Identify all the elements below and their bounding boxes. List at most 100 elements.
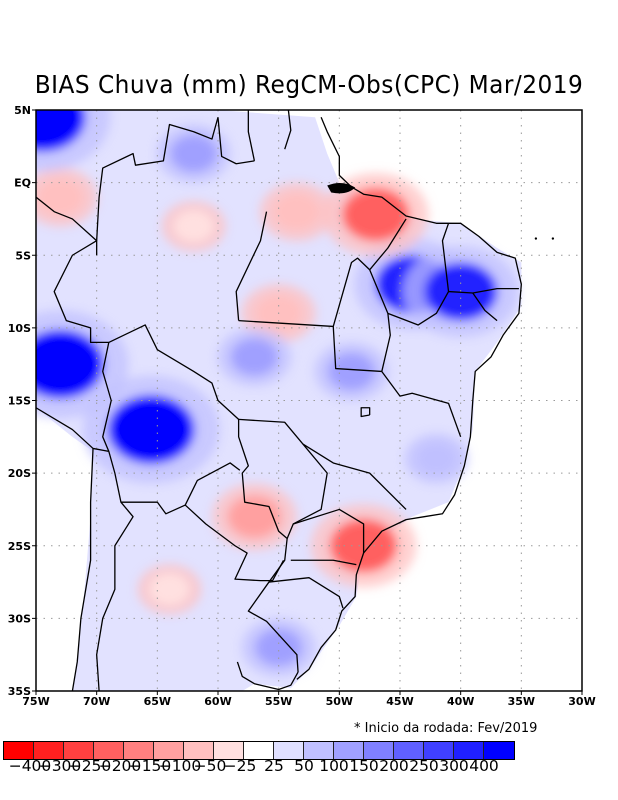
colorbar-segment	[124, 742, 154, 759]
colorbar-label: −100	[158, 757, 202, 775]
bias-blob	[108, 395, 195, 464]
lon-tick-label: 30W	[568, 695, 595, 708]
border-line	[53, 117, 299, 673]
border-line	[247, 110, 256, 161]
border-line	[102, 342, 112, 452]
lon-tick-label: 50W	[326, 695, 353, 708]
colorbar-label: −400	[8, 757, 52, 775]
colorbar-label: −200	[98, 757, 142, 775]
lon-tick-label: 35W	[508, 695, 535, 708]
colorbar-label: 400	[469, 757, 499, 775]
colorbar-segment	[154, 742, 184, 759]
border-line	[235, 211, 268, 321]
chart-title: BIAS Chuva (mm) RegCM-Obs(CPC) Mar/2019	[34, 70, 584, 99]
border-line	[448, 288, 519, 294]
border-line	[236, 661, 299, 691]
bias-blob	[149, 573, 190, 606]
lon-tick-label: 40W	[447, 695, 474, 708]
island-dot	[534, 237, 538, 240]
lon-tick-label: 75W	[22, 695, 49, 708]
lat-tick-label: 35S	[8, 685, 31, 698]
colorbar-label: 150	[349, 757, 379, 775]
lat-tick-label: 30S	[8, 612, 31, 625]
bias-blob	[36, 178, 84, 216]
lat-tick-label: 5N	[14, 104, 31, 117]
country-borders	[36, 110, 555, 691]
colorbar-segment	[34, 742, 64, 759]
colorbar-segment	[4, 742, 34, 759]
island-dot	[551, 237, 555, 240]
bias-blob	[170, 135, 218, 173]
bias-blob	[231, 338, 278, 376]
bias-field	[36, 110, 522, 691]
colorbar-label: 250	[409, 757, 439, 775]
border-line	[238, 319, 334, 328]
colorbar-segment	[394, 742, 424, 759]
bias-blob	[36, 329, 104, 399]
border-line	[184, 504, 285, 582]
bias-blob	[342, 188, 410, 241]
colorbar-segment	[364, 742, 394, 759]
border-line	[332, 326, 382, 373]
lat-tick-label: 5S	[15, 249, 31, 262]
colorbar-segment	[424, 742, 454, 759]
gridlines	[36, 110, 582, 691]
border-line	[302, 443, 407, 510]
marajo-island	[327, 182, 356, 194]
border-line	[36, 196, 98, 256]
colorbar-segment	[274, 742, 304, 759]
bias-blob	[424, 262, 498, 321]
axis-ticks: 75W 70W 65W 60W 55W 50W 45W 40W 35W 30W 5N EQ 5S 10S 1…	[8, 104, 596, 708]
lon-tick-label: 70W	[83, 695, 110, 708]
colorbar-label: −25	[223, 757, 257, 775]
colorbar-label: −50	[193, 757, 227, 775]
colorbar-label: 25	[264, 757, 284, 775]
run-start-note: * Inicio da rodada: Fev/2019	[354, 721, 538, 736]
pacific-ocean	[36, 407, 94, 691]
colorbar-segment	[64, 742, 94, 759]
border-line	[290, 559, 357, 566]
colorbar-label: −150	[128, 757, 172, 775]
colorbar-labels: −400 −300 −250 −200 −150 −100 −50 −25 25 50 100 150…	[0, 757, 618, 779]
colorbar-label: 300	[439, 757, 469, 775]
border-line	[369, 218, 407, 271]
bias-blob	[416, 442, 457, 475]
border-line	[217, 117, 255, 165]
lat-tick-label: EQ	[14, 177, 31, 190]
colorbar-segment	[244, 742, 274, 759]
lon-tick-label: 45W	[386, 695, 413, 708]
lat-tick-label: 15S	[8, 395, 31, 408]
colorbar-segment	[334, 742, 364, 759]
lat-tick-label: 20S	[8, 467, 31, 480]
border-line	[36, 407, 134, 691]
border-line	[381, 371, 462, 438]
colorbar-segment	[304, 742, 334, 759]
bias-blob	[273, 193, 321, 231]
lon-tick-label: 65W	[144, 695, 171, 708]
lat-tick-label: 10S	[8, 322, 31, 335]
border-line	[360, 407, 371, 418]
colorbar	[3, 741, 515, 760]
border-line	[387, 223, 450, 326]
colorbar-segment	[94, 742, 124, 759]
colorbar-label: 100	[319, 757, 349, 775]
bias-blob	[36, 110, 86, 152]
border-line	[284, 110, 292, 150]
colorbar-label: 200	[379, 757, 409, 775]
border-line	[268, 577, 344, 609]
lon-tick-label: 55W	[265, 695, 292, 708]
border-line	[71, 448, 94, 691]
border-line	[472, 292, 498, 322]
colorbar-segment	[184, 742, 214, 759]
bias-blob	[173, 210, 214, 243]
colorbar-label: 50	[294, 757, 314, 775]
colorbar-segment	[214, 742, 244, 759]
border-line	[296, 117, 522, 680]
colorbar-label: −300	[38, 757, 82, 775]
colorbar-segment	[454, 742, 484, 759]
border-line	[293, 508, 365, 554]
colorbar-segment	[484, 742, 514, 759]
lon-tick-label: 60W	[204, 695, 231, 708]
colorbar-label: −250	[68, 757, 112, 775]
